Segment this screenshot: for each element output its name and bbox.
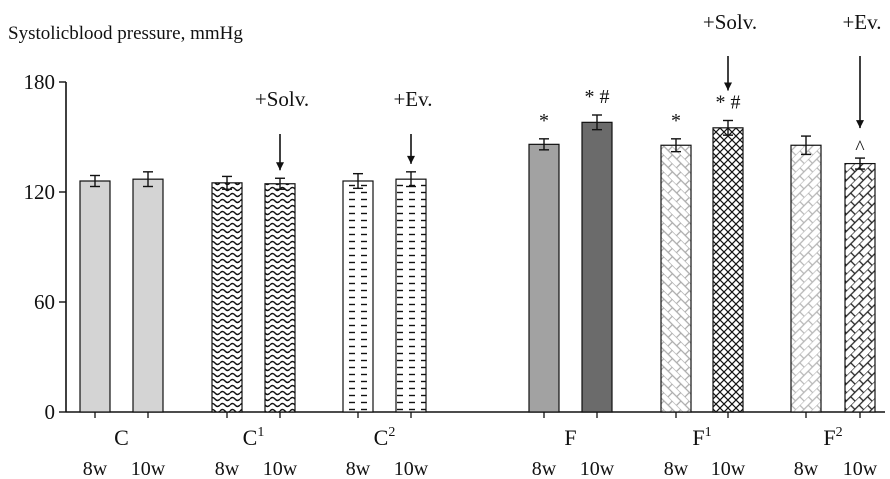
y-tick-label: 60 bbox=[34, 290, 55, 314]
bar bbox=[581, 121, 613, 413]
group-label: F1 bbox=[692, 425, 711, 450]
time-label: 8w bbox=[664, 458, 689, 479]
time-label: 10w bbox=[711, 458, 746, 479]
significance-marker: * # bbox=[716, 92, 741, 114]
y-tick-label: 0 bbox=[45, 400, 56, 424]
axes: 0 60 120 180 bbox=[24, 70, 885, 424]
significance-marker: ^ bbox=[855, 137, 865, 159]
bar bbox=[342, 180, 374, 413]
time-label: 8w bbox=[215, 458, 240, 479]
bar bbox=[264, 183, 296, 413]
time-label: 8w bbox=[83, 458, 108, 479]
time-label: 10w bbox=[580, 458, 615, 479]
significance-marker: * # bbox=[585, 86, 610, 108]
y-tick-label: 180 bbox=[24, 70, 56, 94]
bars-layer bbox=[79, 114, 876, 413]
group-label: C2 bbox=[374, 425, 396, 450]
y-axis-title: Systolicblood pressure, mmHg bbox=[8, 23, 243, 44]
group-label: F2 bbox=[823, 425, 842, 450]
time-label: 10w bbox=[263, 458, 298, 479]
treatment-label: +Ev. bbox=[842, 10, 881, 34]
bar bbox=[528, 143, 560, 413]
group-label: F bbox=[564, 425, 576, 450]
arrow-head bbox=[856, 120, 864, 129]
bar bbox=[660, 144, 692, 413]
treatment-label: +Solv. bbox=[703, 10, 757, 34]
bar bbox=[844, 162, 876, 413]
group-label: C1 bbox=[243, 425, 265, 450]
bar bbox=[395, 178, 427, 413]
bar bbox=[132, 178, 164, 413]
arrow-head bbox=[276, 162, 284, 171]
bar bbox=[79, 180, 111, 413]
group-label: C bbox=[114, 425, 129, 450]
time-label: 10w bbox=[131, 458, 166, 479]
time-label: 10w bbox=[843, 458, 878, 479]
time-label: 10w bbox=[394, 458, 429, 479]
significance-marker: * bbox=[539, 110, 549, 132]
time-label: 8w bbox=[794, 458, 819, 479]
significance-marker: * bbox=[671, 110, 681, 132]
arrow-head bbox=[724, 82, 732, 91]
treatment-label: +Ev. bbox=[393, 87, 432, 111]
time-label: 8w bbox=[346, 458, 371, 479]
bar bbox=[211, 182, 243, 413]
arrow-head bbox=[407, 155, 415, 164]
treatment-label: +Solv. bbox=[255, 87, 309, 111]
y-tick-label: 120 bbox=[24, 180, 56, 204]
bar bbox=[712, 127, 744, 413]
time-label: 8w bbox=[532, 458, 557, 479]
bar bbox=[790, 144, 822, 413]
